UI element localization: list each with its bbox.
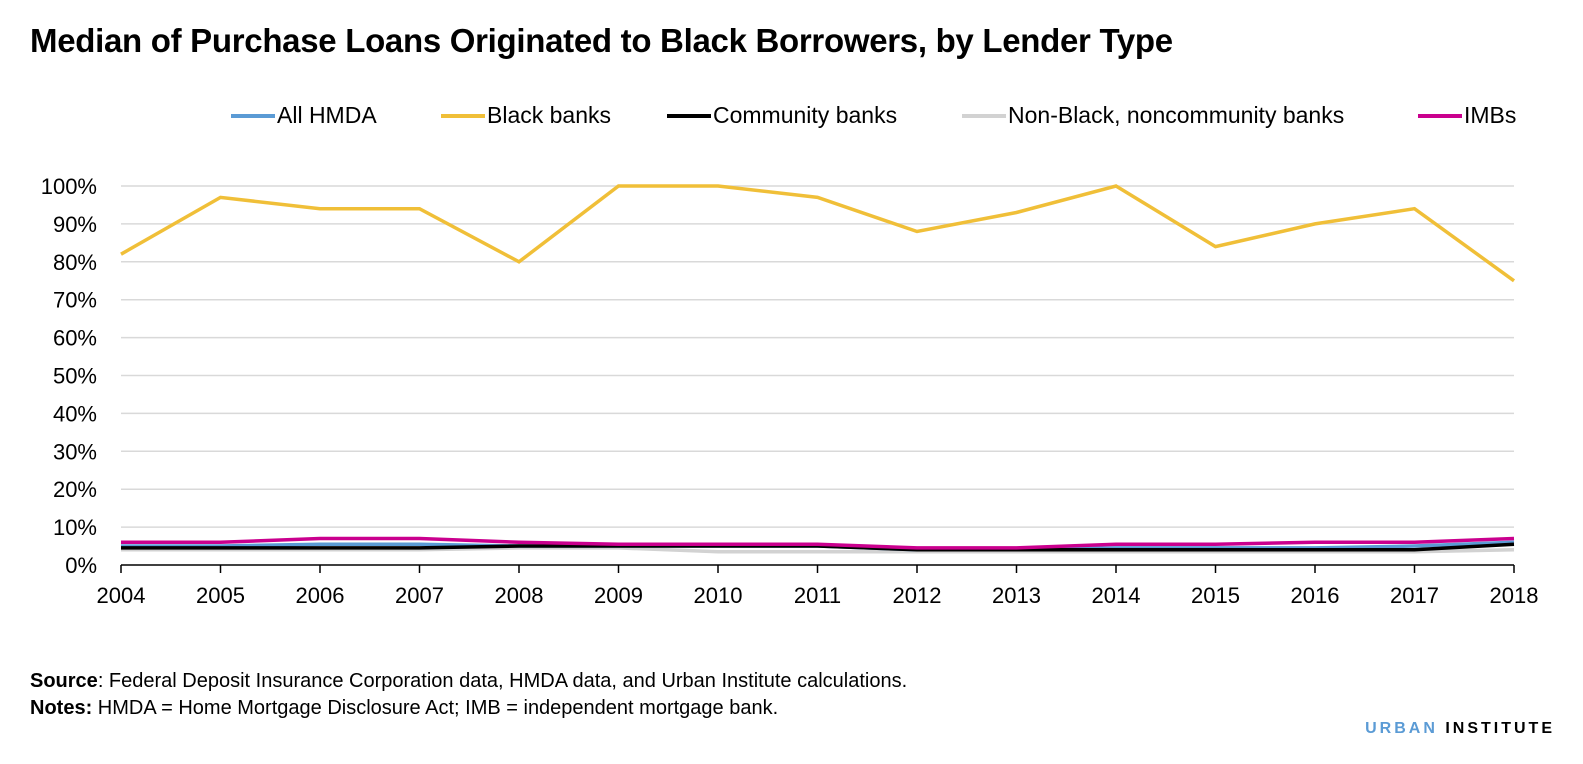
x-tick-label: 2009 [594,583,643,608]
brand-logo: URBAN INSTITUTE [1365,720,1555,738]
x-tick-label: 2006 [296,583,345,608]
legend-item: All HMDA [231,102,377,129]
brand-word-urban: URBAN [1365,720,1438,737]
legend-label: Black banks [487,102,612,128]
x-tick-label: 2005 [196,583,245,608]
legend-swatch [962,113,1006,118]
legend-swatch [231,113,275,118]
brand-word-institute: INSTITUTE [1445,720,1555,737]
legend-label: Community banks [713,102,898,128]
y-tick-label: 70% [53,288,97,313]
x-tick-label: 2011 [794,583,841,608]
x-tick-label: 2007 [395,583,444,608]
legend-item: Community banks [667,102,897,129]
x-tick-label: 2015 [1191,583,1240,608]
legend-swatch [667,113,711,118]
legend-item: IMBs [1418,102,1516,129]
legend: All HMDA Black banks Community banks Non-Bl… [0,102,1583,132]
source-label: Source [30,670,98,692]
legend-swatch [441,113,485,118]
x-tick-label: 2013 [992,583,1041,608]
notes-note: Notes: HMDA = Home Mortgage Disclosure A… [30,697,778,720]
y-tick-label: 90% [53,212,97,237]
x-tick-label: 2012 [893,583,942,608]
y-tick-label: 50% [53,364,97,389]
x-tick-label: 2018 [1490,583,1539,608]
source-note: Source: Federal Deposit Insurance Corpor… [30,670,907,693]
y-tick-label: 40% [53,401,97,426]
legend-label: IMBs [1464,102,1517,128]
y-tick-label: 0% [65,553,97,578]
series-line-imbs [121,536,1515,550]
y-tick-label: 100% [41,174,97,199]
series-line-black-banks [120,184,1516,283]
x-tick-label: 2004 [97,583,146,608]
legend-item: Black banks [441,102,611,129]
series-line-non-black-noncommunity-banks [121,546,1515,554]
x-tick-label: 2008 [495,583,544,608]
legend-label: All HMDA [277,102,377,128]
y-tick-label: 10% [53,515,97,540]
legend-label: Non-Black, noncommunity banks [1008,102,1345,128]
x-tick-label: 2017 [1390,583,1439,608]
y-tick-label: 60% [53,326,97,351]
source-text: : Federal Deposit Insurance Corporation … [97,670,908,692]
y-tick-label: 80% [53,250,97,275]
notes-text: HMDA = Home Mortgage Disclosure Act; IMB… [92,697,779,719]
notes-label: Notes: [30,697,93,719]
chart-title: Median of Purchase Loans Originated to B… [30,22,1173,59]
y-tick-label: 20% [53,477,97,502]
y-tick-label: 30% [53,439,97,464]
x-tick-label: 2016 [1291,583,1340,608]
legend-item: Non-Black, noncommunity banks [962,102,1344,129]
legend-swatch [1418,113,1462,118]
x-tick-label: 2010 [694,583,743,608]
x-tick-label: 2014 [1092,583,1141,608]
series-line-community-banks [121,542,1515,552]
